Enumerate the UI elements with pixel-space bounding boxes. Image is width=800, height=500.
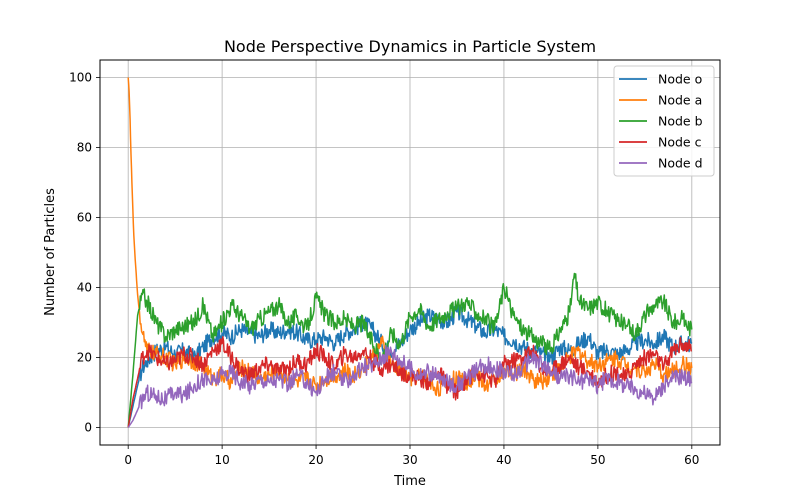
y-tick-label: 40 (77, 281, 92, 295)
legend-entry: Node b (658, 114, 703, 129)
x-tick-label: 0 (124, 453, 132, 467)
series-line-node-d (127, 345, 693, 428)
legend: Node o Node a Node b Node c Node d (613, 65, 715, 177)
y-tick-label: 60 (77, 211, 92, 225)
y-tick-label: 80 (77, 141, 92, 155)
x-tick-label: 30 (402, 453, 417, 467)
y-axis-label: Number of Particles (43, 188, 58, 316)
y-tick-label: 20 (77, 351, 92, 365)
x-axis-label: Time (393, 474, 426, 489)
x-tick-label: 40 (496, 453, 511, 467)
y-tick-label: 0 (84, 421, 92, 435)
legend-entry: Node o (658, 72, 702, 87)
x-tick-label: 60 (684, 453, 699, 467)
series-line-node-b (127, 272, 693, 428)
y-tick-label: 100 (69, 71, 92, 85)
x-tick-label: 10 (214, 453, 229, 467)
legend-box (613, 65, 715, 177)
x-tick-label: 20 (308, 453, 323, 467)
y-axis-ticks: 0 20 40 60 80 100 (69, 71, 100, 435)
x-axis-ticks: 0 10 20 30 40 50 60 (124, 445, 699, 467)
plot-series (127, 77, 693, 428)
legend-entry: Node d (658, 156, 703, 171)
x-tick-label: 50 (590, 453, 605, 467)
legend-entry: Node c (658, 135, 702, 150)
series-line-node-o (127, 303, 693, 428)
chart-title: Node Perspective Dynamics in Particle Sy… (224, 37, 596, 56)
legend-entry: Node a (658, 93, 702, 108)
